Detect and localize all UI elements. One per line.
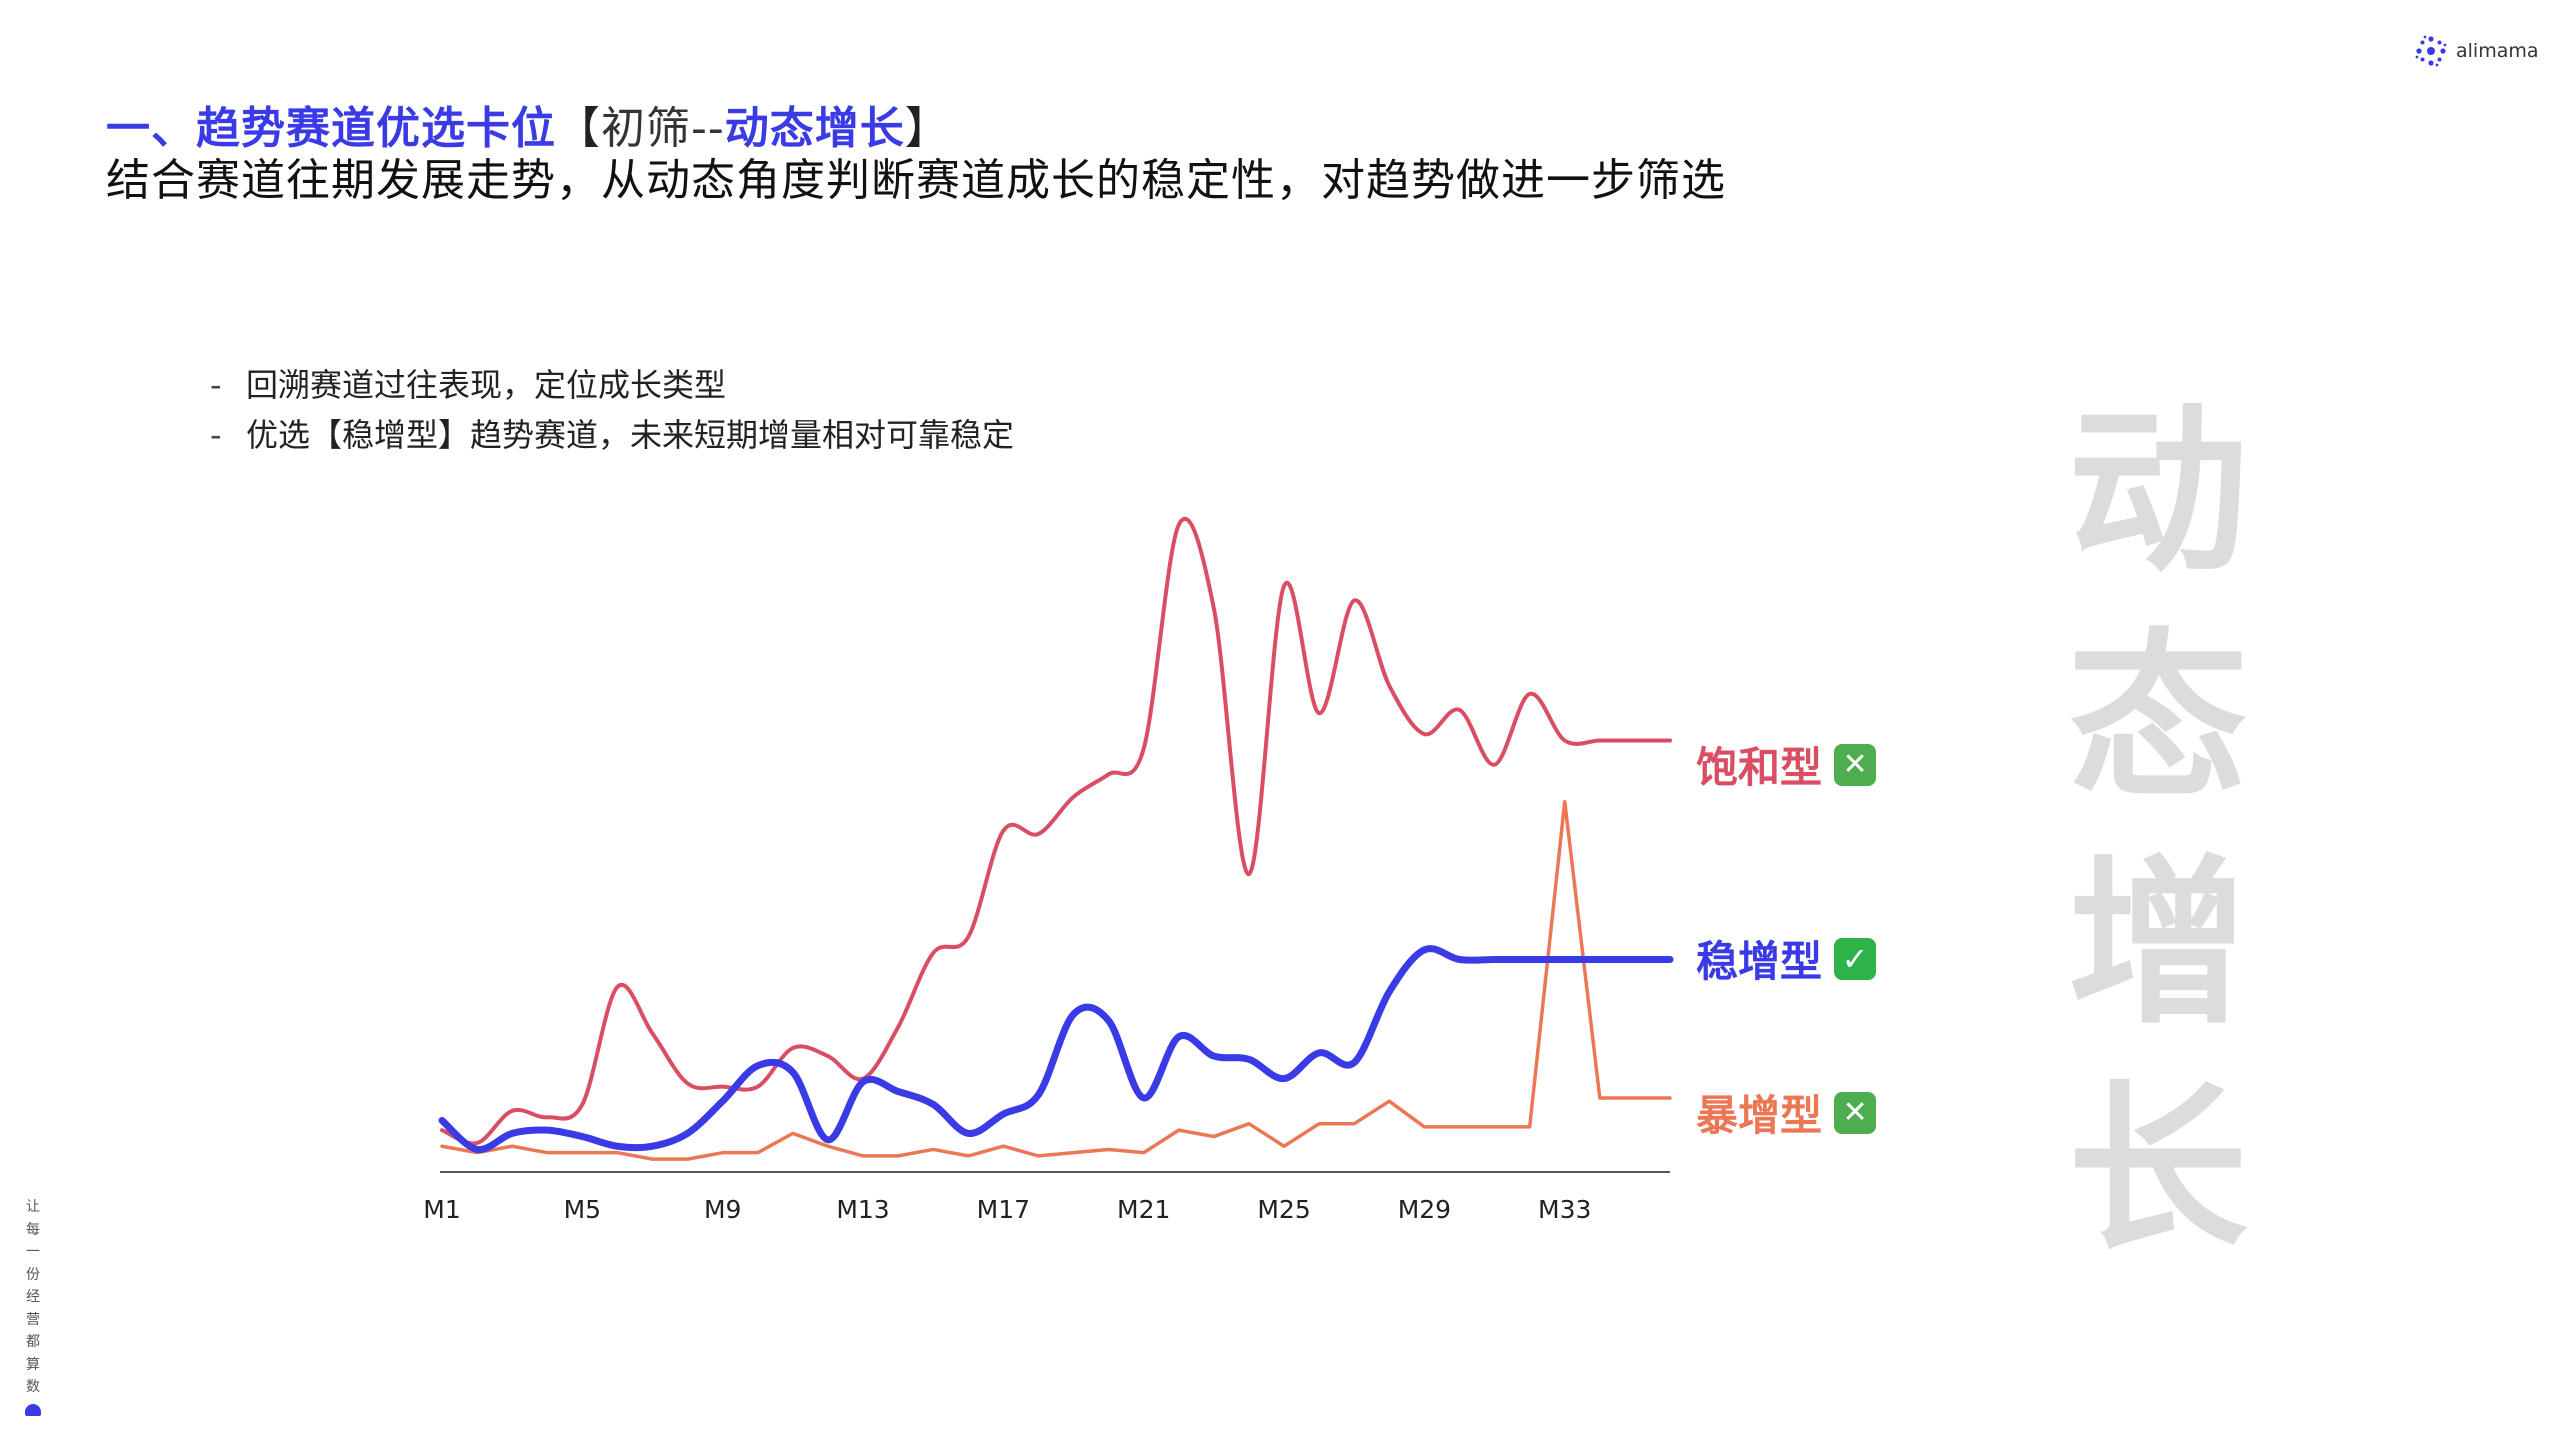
legend-saturated: 饱和型 ✕ — [1696, 734, 1877, 795]
x-tick-label: M25 — [1257, 1195, 1310, 1224]
series-line-saturated — [440, 516, 1672, 1146]
alimama-logo: alimama — [2414, 34, 2539, 68]
legend-surge-label: 暴增型 — [1696, 1091, 1823, 1140]
series-line-surge — [440, 799, 1672, 1161]
side-heading-char: 增 — [2067, 840, 2248, 1049]
title-emphasis: 动态增长 — [724, 103, 905, 154]
legend-steady-label: 稳增型 — [1696, 937, 1823, 986]
title-light: 初筛-- — [601, 103, 725, 154]
vertical-slogan: 让 每 一 份 经 营 都 算 数 — [22, 1196, 44, 1399]
x-tick-label: M13 — [836, 1195, 889, 1224]
title-bracket-close: 】 — [904, 103, 950, 154]
slogan-char: 算 — [26, 1356, 40, 1373]
page-title: 一、趋势赛道优选卡位【初筛--动态增长】 — [106, 92, 950, 156]
bullet-dash: - — [210, 416, 222, 454]
slogan-char: 一 — [26, 1244, 40, 1260]
bullet-item: - 回溯赛道过往表现，定位成长类型 — [210, 360, 1014, 410]
bullet-text: 优选【稳增型】趋势赛道，未来短期增量相对可靠稳定 — [246, 416, 1015, 454]
title-bracket-open: 【 — [556, 103, 601, 154]
slogan-char: 份 — [26, 1266, 40, 1283]
slogan-char: 都 — [26, 1334, 40, 1350]
slogan-char: 营 — [26, 1311, 40, 1328]
check-mark-icon: ✓ — [1834, 937, 1877, 980]
page-subtitle: 结合赛道往期发展走势，从动态角度判断赛道成长的稳定性，对趋势做进一步筛选 — [106, 155, 1726, 206]
bullet-item: - 优选【稳增型】趋势赛道，未来短期增量相对可靠稳定 — [210, 410, 1014, 460]
alimama-logo-icon — [2415, 35, 2447, 67]
slogan-char: 让 — [26, 1199, 40, 1215]
x-tick-label: M29 — [1398, 1195, 1451, 1224]
x-tick-label: M33 — [1538, 1195, 1591, 1224]
logo-text: alimama — [2456, 40, 2539, 62]
series-line-steady — [438, 945, 1674, 1154]
legend-steady: 稳增型 ✓ — [1696, 928, 1877, 989]
bullet-text: 回溯赛道过往表现，定位成长类型 — [246, 366, 727, 404]
slogan-char: 数 — [26, 1379, 40, 1395]
legend-surge: 暴增型 ✕ — [1696, 1082, 1877, 1143]
x-tick-label: M9 — [704, 1195, 741, 1224]
legend-saturated-label: 饱和型 — [1696, 743, 1823, 792]
cross-mark-icon: ✕ — [1834, 1091, 1877, 1134]
title-prefix: 一、趋势赛道优选卡位 — [106, 103, 556, 154]
x-tick-label: M17 — [977, 1195, 1030, 1224]
side-heading-char: 动 — [2067, 388, 2248, 597]
side-heading: 动 态 增 长 — [2058, 380, 2258, 1284]
side-heading-char: 态 — [2067, 614, 2248, 823]
side-heading-char: 长 — [2067, 1066, 2248, 1275]
cross-mark-icon: ✕ — [1834, 743, 1877, 786]
slogan-dot-icon — [25, 1404, 41, 1416]
x-tick-label: M1 — [423, 1195, 460, 1224]
slogan-char: 每 — [26, 1221, 40, 1238]
slogan-char: 经 — [26, 1289, 40, 1305]
x-tick-label: M21 — [1117, 1195, 1170, 1224]
bullet-list: - 回溯赛道过往表现，定位成长类型 - 优选【稳增型】趋势赛道，未来短期增量相对可靠… — [210, 360, 1014, 460]
bullet-dash: - — [210, 366, 222, 404]
x-tick-label: M5 — [564, 1195, 601, 1224]
